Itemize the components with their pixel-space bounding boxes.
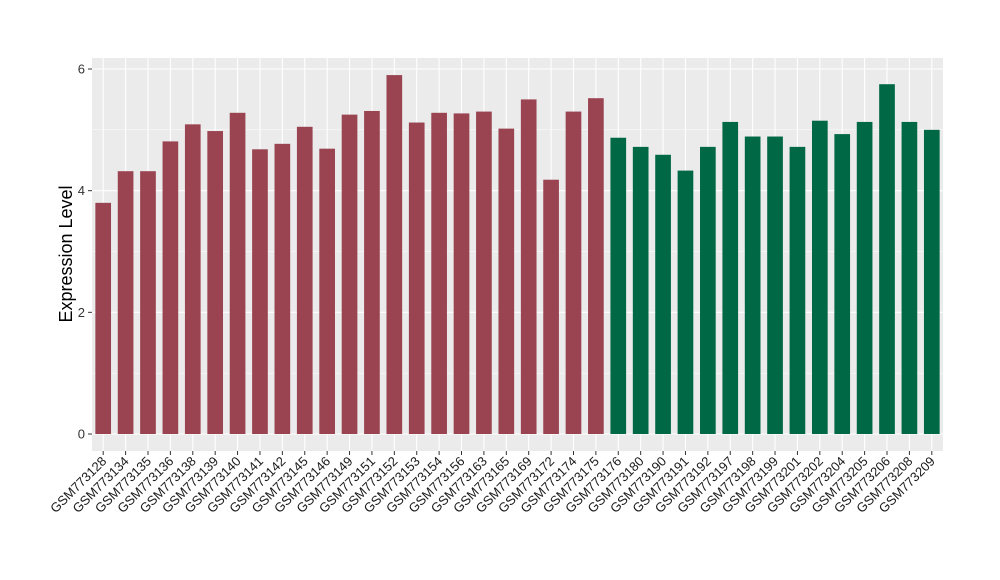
bars bbox=[95, 75, 940, 435]
bar-GSM773152 bbox=[386, 75, 403, 434]
bar-GSM773190 bbox=[655, 154, 671, 434]
x-axis: GSM773128GSM773134GSM773135GSM773136GSM7… bbox=[47, 451, 938, 516]
bar-GSM773197 bbox=[722, 121, 739, 435]
bar-GSM773140 bbox=[229, 112, 246, 435]
bar-GSM773151 bbox=[364, 110, 380, 434]
bar-GSM773205 bbox=[856, 121, 873, 435]
bar-GSM773154 bbox=[431, 112, 447, 435]
y-tick-label: 2 bbox=[78, 305, 85, 320]
bar-GSM773204 bbox=[834, 134, 851, 434]
y-tick-label: 6 bbox=[78, 62, 85, 77]
bar-GSM773180 bbox=[632, 146, 649, 434]
bar-GSM773175 bbox=[588, 98, 604, 434]
bar-GSM773169 bbox=[520, 99, 537, 435]
bar-GSM773134 bbox=[117, 171, 134, 434]
bar-GSM773208 bbox=[901, 121, 918, 435]
y-axis-title: Expression Level bbox=[56, 185, 76, 322]
bar-GSM773172 bbox=[543, 179, 559, 434]
bar-GSM773191 bbox=[677, 170, 694, 434]
bar-GSM773174 bbox=[565, 111, 582, 434]
bar-GSM773146 bbox=[319, 148, 335, 435]
bar-GSM773138 bbox=[184, 124, 201, 434]
bar-GSM773163 bbox=[476, 111, 492, 434]
y-axis: 0 2 4 6 bbox=[78, 62, 92, 442]
bar-GSM773192 bbox=[700, 146, 716, 434]
bar-GSM773128 bbox=[95, 202, 112, 434]
bar-GSM773141 bbox=[252, 149, 268, 435]
bar-GSM773206 bbox=[879, 84, 895, 434]
y-tick-label: 4 bbox=[78, 183, 85, 198]
bar-GSM773165 bbox=[498, 128, 515, 434]
bar-GSM773201 bbox=[789, 146, 806, 434]
bar-GSM773199 bbox=[767, 136, 783, 434]
bar-GSM773149 bbox=[341, 114, 358, 434]
bar-GSM773209 bbox=[923, 129, 940, 435]
bar-GSM773176 bbox=[610, 137, 627, 434]
bar-GSM773198 bbox=[744, 136, 761, 434]
bar-GSM773156 bbox=[453, 113, 470, 435]
bar-GSM773136 bbox=[162, 141, 179, 434]
bar-GSM773135 bbox=[140, 171, 156, 434]
bar-GSM773202 bbox=[811, 120, 828, 434]
y-tick-label: 0 bbox=[78, 427, 85, 442]
bar-GSM773139 bbox=[207, 131, 224, 435]
bar-GSM773142 bbox=[274, 143, 291, 434]
bar-GSM773145 bbox=[296, 126, 313, 435]
bar-GSM773153 bbox=[408, 122, 425, 435]
